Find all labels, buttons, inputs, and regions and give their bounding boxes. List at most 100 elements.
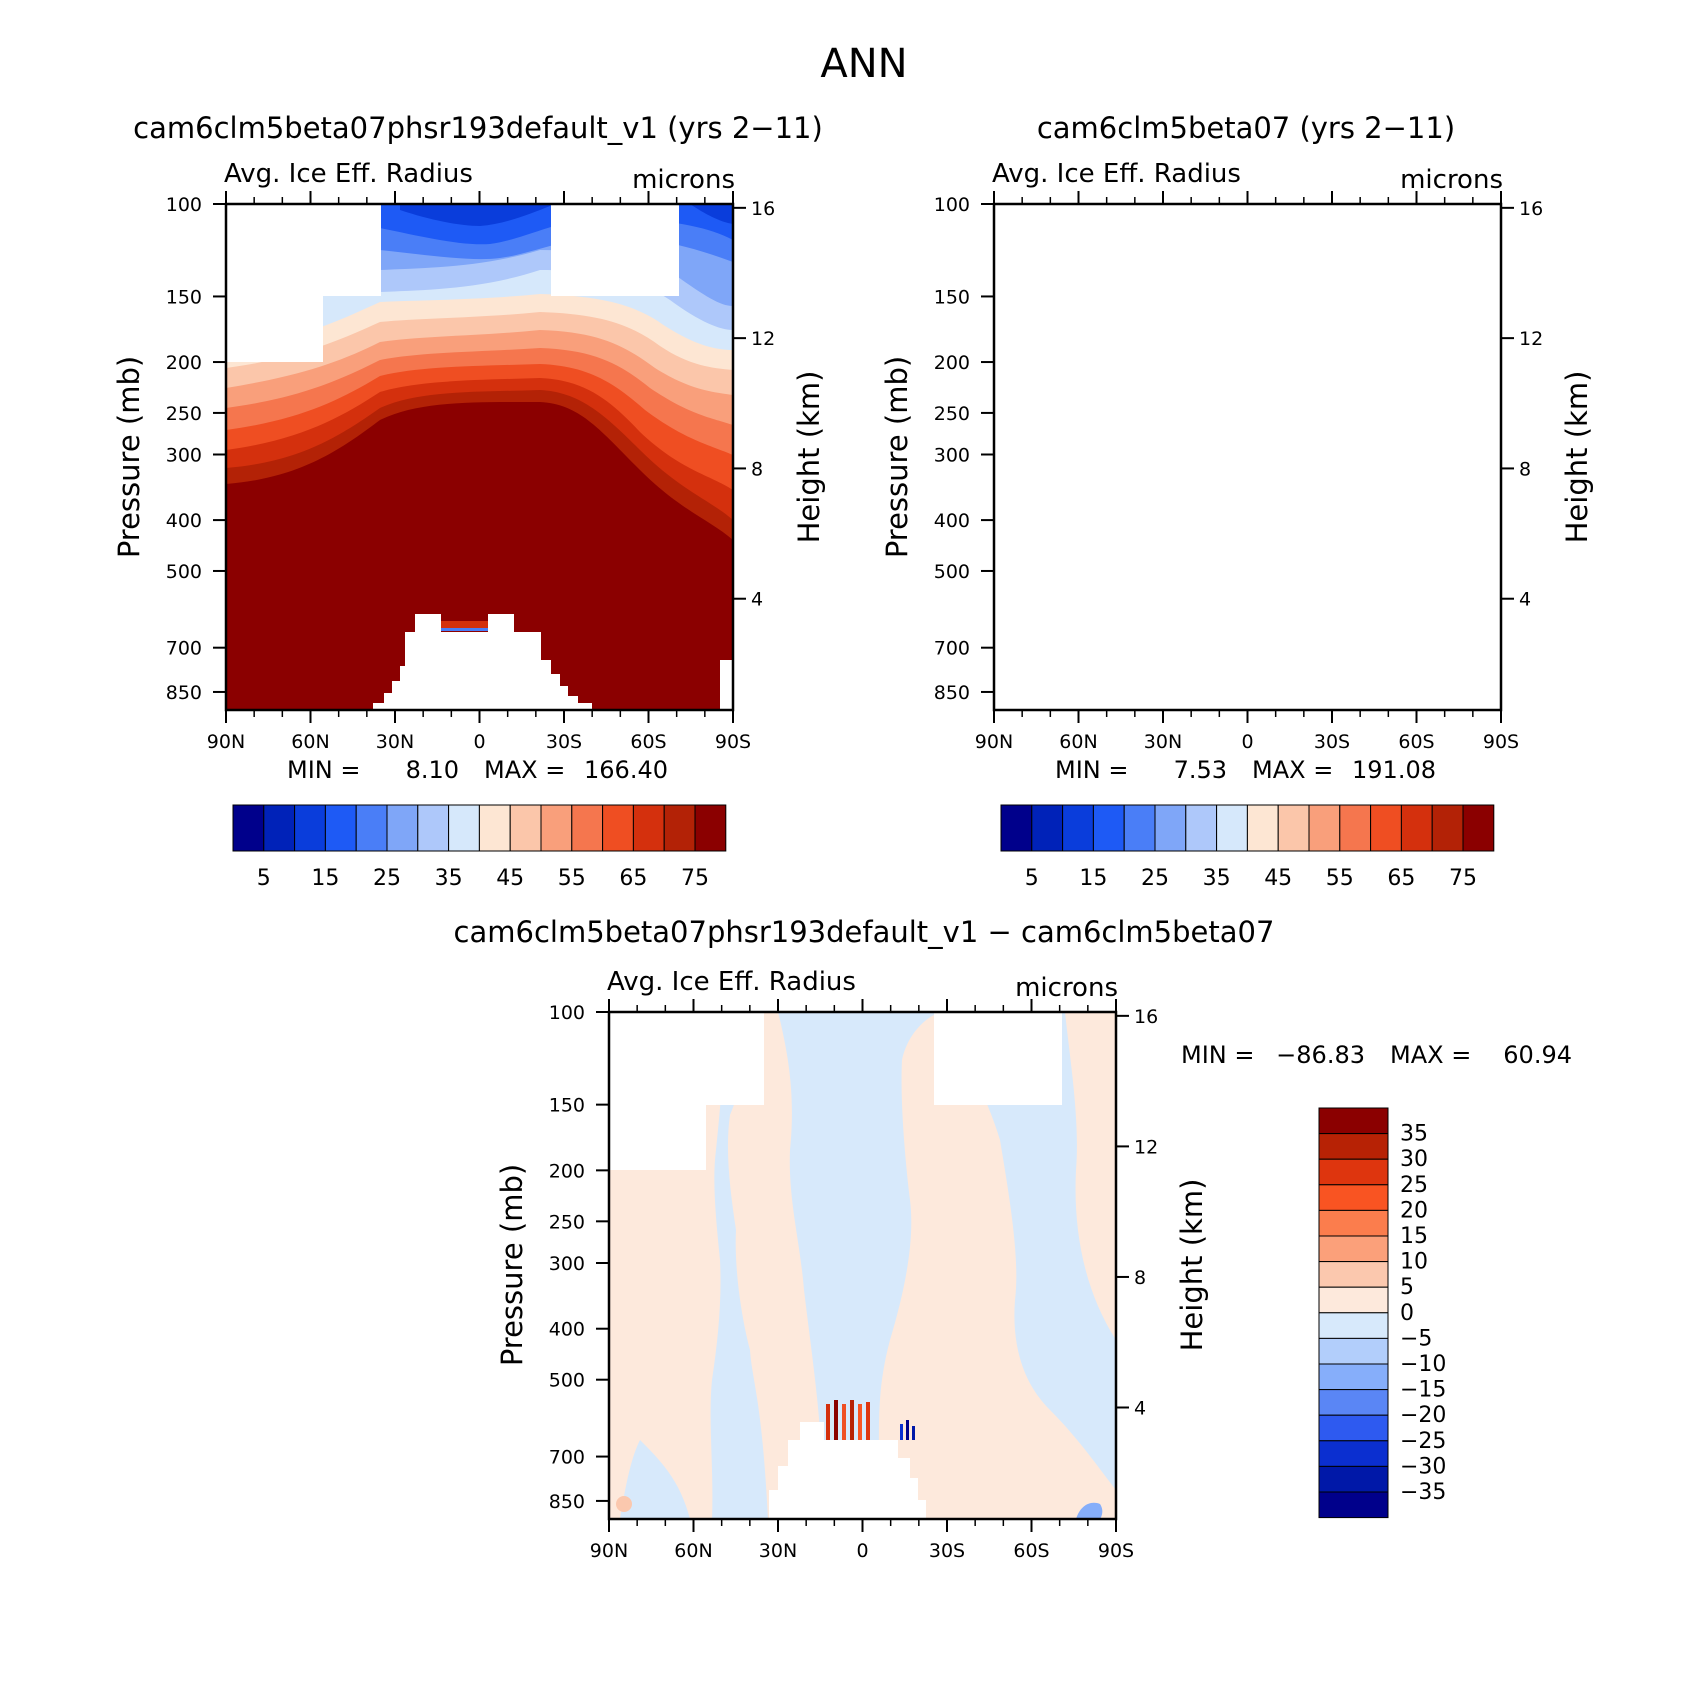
artifact-strip	[912, 1426, 915, 1440]
pressure-tick-label: 700	[934, 638, 970, 660]
colorbar-swatch	[540, 804, 573, 852]
pressure-tick-label: 700	[166, 638, 202, 660]
area-negative-south	[940, 1012, 1116, 1490]
height-tick-label: 16	[751, 198, 775, 220]
pressure-tick-label: 100	[549, 1002, 585, 1024]
min-label: MIN =	[287, 756, 360, 784]
field-artifact-red	[826, 1400, 870, 1440]
artifact-strip	[906, 1420, 909, 1440]
colorbar-swatch	[448, 804, 480, 852]
band-12	[400, 204, 733, 226]
field-artifact-low	[441, 628, 488, 631]
min-label: MIN =	[1055, 756, 1128, 784]
lat-ticks: 90N 60N 30N 0 30S 60S 90S	[975, 191, 1519, 753]
height-tick-label: 8	[751, 458, 763, 480]
lat-tick-label: 60N	[1059, 731, 1097, 753]
lat-ticks: 90N 60N 30N 0 30S 60S 90S	[590, 999, 1134, 1562]
colorbar-swatch	[1370, 804, 1402, 852]
colorbar-swatch	[324, 804, 357, 852]
lat-tick-label: 30N	[759, 1540, 797, 1562]
band-42	[994, 204, 1501, 370]
colorbar-swatch	[1092, 804, 1125, 852]
band-27	[1148, 204, 1501, 306]
height-tick-label: 16	[1519, 198, 1543, 220]
pressure-ticks: 100 150 200 250 300 400 500 700 850	[549, 1002, 609, 1513]
colorbar-label: 5	[1400, 1275, 1414, 1300]
pressure-tick-label: 500	[934, 561, 970, 583]
colorbar-label: −30	[1400, 1454, 1446, 1479]
contour-field	[994, 204, 1501, 711]
lat-tick-label: 0	[473, 731, 485, 753]
colorbar-swatch	[1318, 1389, 1389, 1416]
colorbar-label: −35	[1400, 1480, 1446, 1505]
colorbar-swatch	[1031, 804, 1064, 852]
pressure-tick-label: 150	[934, 286, 970, 308]
pressure-tick-label: 250	[549, 1211, 585, 1233]
colorbar-label: 55	[1326, 866, 1354, 891]
panel-test: cam6clm5beta07phsr193default_v1 (yrs 2−1…	[112, 111, 826, 891]
colorbar-swatch	[1318, 1133, 1389, 1160]
colorbar-swatch	[294, 804, 326, 852]
colorbar-swatch	[1318, 1209, 1389, 1237]
pressure-tick-label: 500	[166, 561, 202, 583]
lat-tick-label: 90N	[975, 731, 1013, 753]
contour-field	[226, 204, 733, 710]
colorbar-swatch	[571, 804, 604, 852]
max-label: MAX =	[484, 756, 565, 784]
height-axis-title: Height (km)	[1175, 1179, 1209, 1352]
colorbar-label: 65	[1387, 866, 1415, 891]
missing-data-upper-south	[934, 1012, 1062, 1105]
colorbar-swatch	[1318, 1491, 1389, 1519]
colorbar-label: 15	[1400, 1224, 1428, 1249]
pressure-tick-label: 400	[549, 1319, 585, 1341]
colorbar-swatch	[232, 804, 265, 852]
lat-tick-label: 0	[1241, 731, 1253, 753]
colorbar-swatch	[1277, 804, 1310, 852]
colorbar-swatch	[1339, 804, 1372, 852]
missing-data-surface	[373, 614, 592, 710]
plot-frame: 100 150 200 250 300 400 500 700 850 16 12 8 4 90N 60…	[880, 191, 1594, 753]
height-ticks: 16 12 8 4	[1116, 1006, 1158, 1420]
band-62	[994, 204, 1501, 490]
pressure-axis-title: Pressure (mb)	[112, 356, 146, 558]
panel-title: cam6clm5beta07phsr193default_v1 (yrs 2−1…	[133, 111, 823, 145]
plot-frame: 100 150 200 250 300 400 500 700 850 16 12 8 4 90N 60…	[112, 191, 826, 753]
colorbar-swatch	[1185, 804, 1218, 852]
height-ticks: 16 12 8 4	[733, 198, 775, 611]
colorbar-label: 75	[1449, 866, 1477, 891]
colorbar: 5 15 25 35 45 55 65 75	[232, 804, 727, 891]
colorbar-label: −20	[1400, 1403, 1446, 1428]
pressure-tick-label: 200	[549, 1160, 585, 1182]
lat-tick-label: 90N	[590, 1540, 628, 1562]
pressure-tick-label: 250	[934, 403, 970, 425]
missing-data-upper	[609, 1012, 764, 1170]
units-label: microns	[632, 165, 735, 195]
lat-tick-label: 90S	[715, 731, 751, 753]
area-negative-north-low	[620, 1440, 690, 1519]
band-57	[994, 204, 1501, 455]
artifact-strip	[842, 1404, 846, 1440]
pressure-tick-label: 850	[166, 682, 202, 704]
pressure-tick-label: 200	[166, 352, 202, 374]
artifact-strip	[826, 1404, 830, 1440]
colorbar-swatch	[1318, 1158, 1389, 1186]
pressure-tick-label: 100	[934, 194, 970, 216]
colorbar-swatch	[1318, 1184, 1389, 1211]
colorbar-swatch	[1400, 804, 1433, 852]
colorbar-swatch	[632, 804, 665, 852]
colorbar: 5 15 25 35 45 55 65 75	[1000, 804, 1495, 891]
pressure-tick-label: 850	[549, 1491, 585, 1513]
area-positive-south-band	[1065, 1012, 1116, 1340]
pressure-tick-label: 500	[549, 1370, 585, 1392]
height-tick-label: 16	[1134, 1006, 1158, 1028]
pressure-tick-label: 400	[166, 510, 202, 532]
min-label: MIN =	[1181, 1041, 1254, 1069]
height-axis-title: Height (km)	[1560, 371, 1594, 544]
colorbar-swatch	[602, 804, 634, 852]
pressure-tick-label: 700	[549, 1447, 585, 1469]
colorbar-swatch	[1318, 1235, 1389, 1263]
lat-tick-label: 60N	[674, 1540, 712, 1562]
colorbar-swatch	[1318, 1286, 1389, 1314]
